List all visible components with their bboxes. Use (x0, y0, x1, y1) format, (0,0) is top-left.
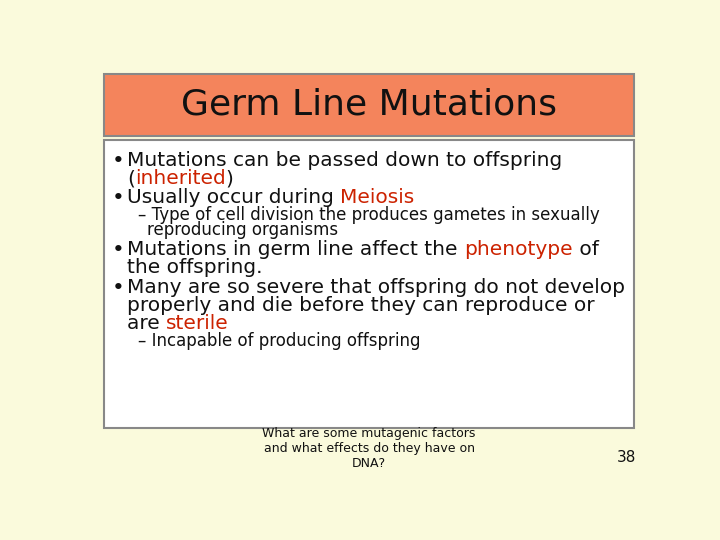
Text: reproducing organisms: reproducing organisms (148, 220, 338, 239)
Text: Mutations in germ line affect the: Mutations in germ line affect the (127, 240, 464, 259)
Text: Usually occur during: Usually occur during (127, 188, 341, 207)
Text: What are some mutagenic factors
and what effects do they have on
DNA?: What are some mutagenic factors and what… (262, 427, 476, 470)
Text: ): ) (226, 169, 234, 188)
Text: – Type of cell division the produces gametes in sexually: – Type of cell division the produces gam… (138, 206, 600, 224)
Text: are: are (127, 314, 166, 333)
Text: of: of (572, 240, 598, 259)
Text: 38: 38 (617, 450, 636, 465)
Text: Meiosis: Meiosis (341, 188, 415, 207)
Text: •: • (112, 278, 125, 298)
Text: Many are so severe that offspring do not develop: Many are so severe that offspring do not… (127, 278, 625, 296)
Text: sterile: sterile (166, 314, 229, 333)
FancyBboxPatch shape (104, 74, 634, 136)
Text: the offspring.: the offspring. (127, 258, 263, 277)
Text: inherited: inherited (135, 169, 226, 188)
Text: Mutations can be passed down to offspring: Mutations can be passed down to offsprin… (127, 151, 562, 170)
Text: – Incapable of producing offspring: – Incapable of producing offspring (138, 332, 420, 350)
Text: properly and die before they can reproduce or: properly and die before they can reprodu… (127, 296, 595, 315)
Text: phenotype: phenotype (464, 240, 572, 259)
Text: (: ( (127, 169, 135, 188)
Text: •: • (112, 240, 125, 260)
FancyBboxPatch shape (104, 140, 634, 428)
Text: Germ Line Mutations: Germ Line Mutations (181, 88, 557, 122)
Text: •: • (112, 188, 125, 208)
Text: •: • (112, 151, 125, 171)
